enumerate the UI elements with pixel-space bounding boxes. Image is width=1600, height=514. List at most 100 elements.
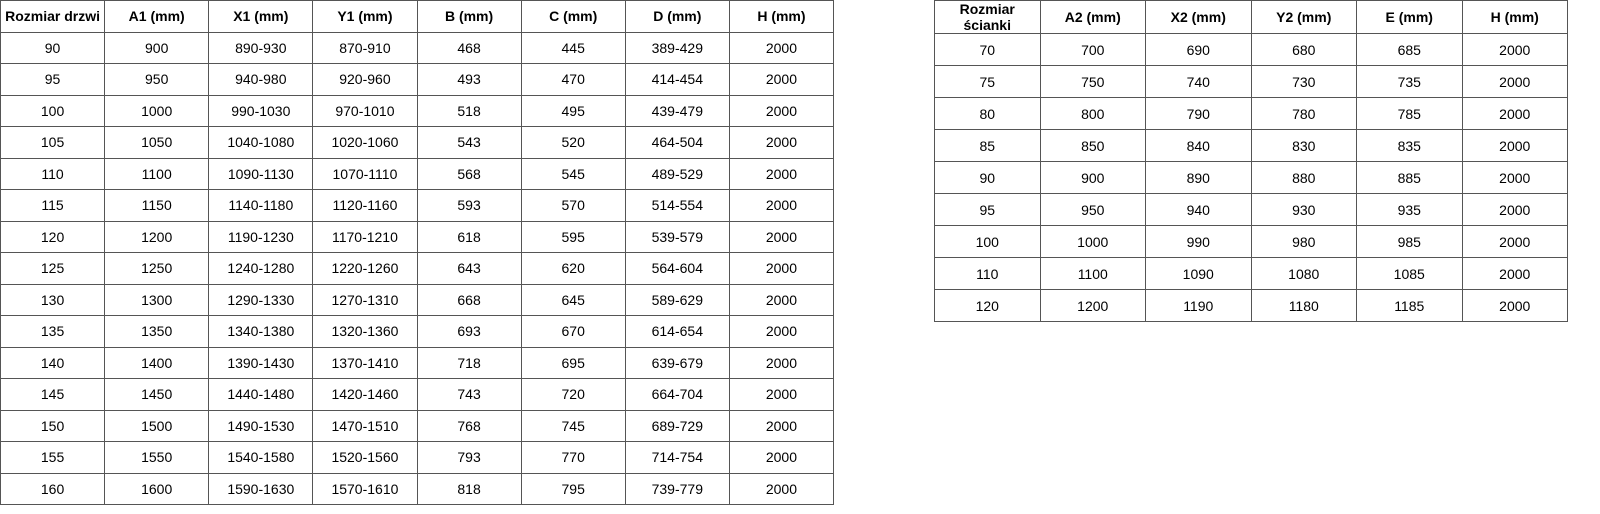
table-cell: 1520-1560 bbox=[312, 441, 418, 474]
table-cell: 2000 bbox=[1461, 225, 1568, 258]
table-row: 135 1350 1340-1380 1320-1360 693 670 614-654 20… bbox=[0, 315, 835, 348]
table-cell: 645 bbox=[520, 283, 626, 316]
table-cell: 689-729 bbox=[624, 409, 730, 442]
table-cell: 695 bbox=[520, 346, 626, 379]
table-cell: 1600 bbox=[104, 472, 210, 505]
table-cell: 2000 bbox=[728, 472, 835, 505]
table-cell: 1400 bbox=[104, 346, 210, 379]
table-cell: 445 bbox=[520, 31, 626, 64]
column-header: A1 (mm) bbox=[104, 0, 210, 33]
table-cell: 1150 bbox=[104, 189, 210, 222]
table-cell: 885 bbox=[1356, 161, 1463, 194]
table-cell: 2000 bbox=[1461, 193, 1568, 226]
table-cell: 664-704 bbox=[624, 378, 730, 411]
table-cell: 1390-1430 bbox=[208, 346, 314, 379]
table-cell: 643 bbox=[416, 252, 522, 285]
table-cell: 800 bbox=[1039, 97, 1146, 130]
table-cell: 539-579 bbox=[624, 220, 730, 253]
table-cell: 1040-1080 bbox=[208, 126, 314, 159]
table-cell: 750 bbox=[1039, 65, 1146, 98]
table-cell: 2000 bbox=[1461, 161, 1568, 194]
table-row: 120 1200 1190-1230 1170-1210 618 595 539-579 20… bbox=[0, 220, 835, 253]
column-header: Y1 (mm) bbox=[312, 0, 418, 33]
table-cell: 1440-1480 bbox=[208, 378, 314, 411]
table-cell: 1080 bbox=[1250, 257, 1357, 290]
table-cell: 568 bbox=[416, 157, 522, 190]
table-cell: 130 bbox=[0, 283, 106, 316]
table-row: 125 1250 1240-1280 1220-1260 643 620 564-604 20… bbox=[0, 252, 835, 285]
table-cell: 1000 bbox=[104, 94, 210, 127]
table-cell: 140 bbox=[0, 346, 106, 379]
table-cell: 2000 bbox=[728, 315, 835, 348]
table-cell: 1170-1210 bbox=[312, 220, 418, 253]
table-row: 160 1600 1590-1630 1570-1610 818 795 739-779 20… bbox=[0, 472, 835, 505]
table-row: 110 1100 1090-1130 1070-1110 568 545 489-529 20… bbox=[0, 157, 835, 190]
table-cell: 990-1030 bbox=[208, 94, 314, 127]
table-cell: 1090 bbox=[1145, 257, 1252, 290]
table-cell: 100 bbox=[0, 94, 106, 127]
table-cell: 595 bbox=[520, 220, 626, 253]
table-row: 140 1400 1390-1430 1370-1410 718 695 639-679 20… bbox=[0, 346, 835, 379]
table-row: 90 900 890 880 885 2000 bbox=[934, 161, 1568, 194]
table-cell: 80 bbox=[934, 97, 1041, 130]
table-cell: 1020-1060 bbox=[312, 126, 418, 159]
table-cell: 850 bbox=[1039, 129, 1146, 162]
table-cell: 90 bbox=[0, 31, 106, 64]
table-cell: 2000 bbox=[728, 346, 835, 379]
table-cell: 110 bbox=[934, 257, 1041, 290]
table-cell: 1320-1360 bbox=[312, 315, 418, 348]
table-cell: 2000 bbox=[728, 126, 835, 159]
table-cell: 1050 bbox=[104, 126, 210, 159]
table-cell: 1200 bbox=[104, 220, 210, 253]
table-cell: 985 bbox=[1356, 225, 1463, 258]
table-cell: 980 bbox=[1250, 225, 1357, 258]
table-row: 120 1200 1190 1180 1185 2000 bbox=[934, 289, 1568, 322]
column-header: H (mm) bbox=[1461, 0, 1568, 34]
column-header: E (mm) bbox=[1356, 0, 1463, 34]
table-cell: 1180 bbox=[1250, 289, 1357, 322]
table-cell: 2000 bbox=[728, 378, 835, 411]
table-cell: 1070-1110 bbox=[312, 157, 418, 190]
table-cell: 743 bbox=[416, 378, 522, 411]
table-cell: 1200 bbox=[1039, 289, 1146, 322]
table-cell: 739-779 bbox=[624, 472, 730, 505]
table-cell: 990 bbox=[1145, 225, 1252, 258]
column-header: C (mm) bbox=[520, 0, 626, 33]
table-cell: 160 bbox=[0, 472, 106, 505]
table-cell: 714-754 bbox=[624, 441, 730, 474]
door-size-table: Rozmiar drzwi A1 (mm) X1 (mm) Y1 (mm) B (mm)… bbox=[0, 0, 835, 505]
table-cell: 780 bbox=[1250, 97, 1357, 130]
table-cell: 768 bbox=[416, 409, 522, 442]
table-row: 100 1000 990 980 985 2000 bbox=[934, 225, 1568, 258]
table-cell: 1190-1230 bbox=[208, 220, 314, 253]
table-cell: 785 bbox=[1356, 97, 1463, 130]
table-cell: 1290-1330 bbox=[208, 283, 314, 316]
table-cell: 593 bbox=[416, 189, 522, 222]
table-cell: 493 bbox=[416, 63, 522, 96]
table-cell: 2000 bbox=[728, 409, 835, 442]
wall-size-table: Rozmiar ścianki A2 (mm) X2 (mm) Y2 (mm) E (m… bbox=[934, 0, 1568, 322]
table-row: 105 1050 1040-1080 1020-1060 543 520 464-504 20… bbox=[0, 126, 835, 159]
table-cell: 685 bbox=[1356, 33, 1463, 66]
table-row: 115 1150 1140-1180 1120-1160 593 570 514-554 20… bbox=[0, 189, 835, 222]
table-cell: 2000 bbox=[728, 252, 835, 285]
table-cell: 2000 bbox=[1461, 33, 1568, 66]
table-cell: 520 bbox=[520, 126, 626, 159]
table-cell: 1120-1160 bbox=[312, 189, 418, 222]
table-cell: 470 bbox=[520, 63, 626, 96]
table-cell: 545 bbox=[520, 157, 626, 190]
table-row: 145 1450 1440-1480 1420-1460 743 720 664-704 20… bbox=[0, 378, 835, 411]
table-cell: 514-554 bbox=[624, 189, 730, 222]
table-cell: 2000 bbox=[1461, 257, 1568, 290]
table-cell: 1270-1310 bbox=[312, 283, 418, 316]
table-row: 95 950 940 930 935 2000 bbox=[934, 193, 1568, 226]
table-cell: 1090-1130 bbox=[208, 157, 314, 190]
table-cell: 880 bbox=[1250, 161, 1357, 194]
table-cell: 790 bbox=[1145, 97, 1252, 130]
table-cell: 639-679 bbox=[624, 346, 730, 379]
table-cell: 1350 bbox=[104, 315, 210, 348]
table-cell: 155 bbox=[0, 441, 106, 474]
table-cell: 935 bbox=[1356, 193, 1463, 226]
table-cell: 468 bbox=[416, 31, 522, 64]
table-cell: 85 bbox=[934, 129, 1041, 162]
